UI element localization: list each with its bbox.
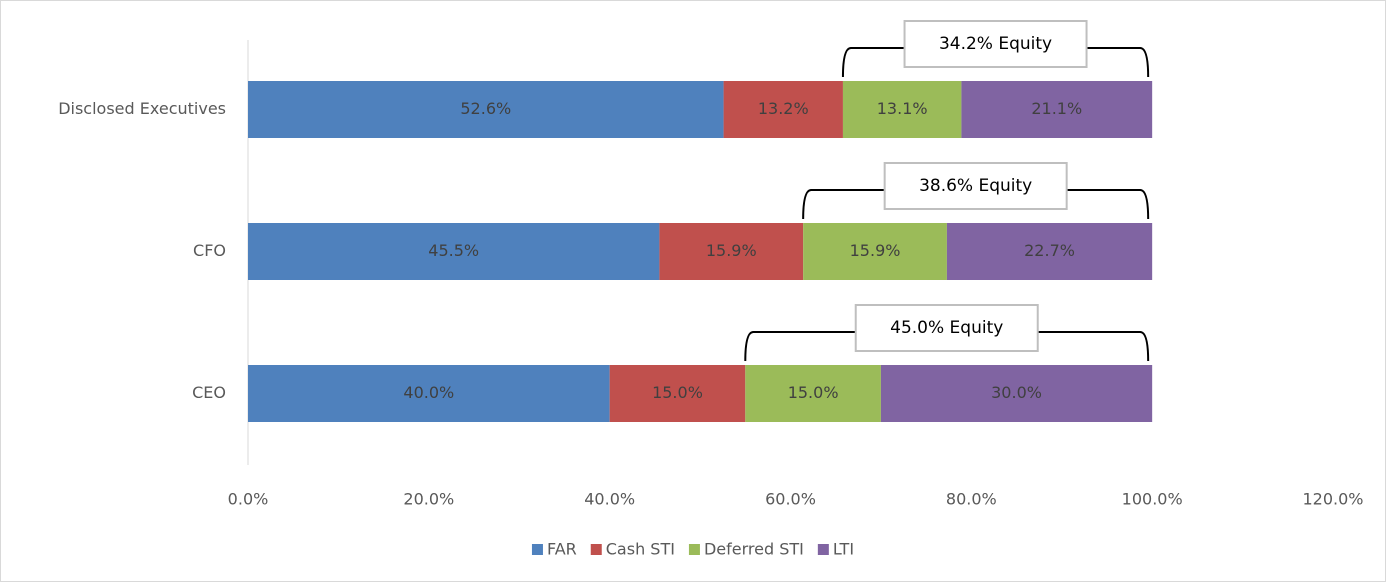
bar-segment	[803, 223, 947, 280]
bar-segment	[659, 223, 804, 280]
data-label: 15.9%	[850, 241, 901, 260]
annotation-box	[903, 20, 1088, 68]
x-tick-label: 0.0%	[228, 490, 269, 509]
legend-label: Deferred STI	[704, 540, 804, 559]
bar-segment	[961, 81, 1153, 138]
data-label: 15.0%	[788, 383, 839, 402]
annotation-box	[854, 304, 1039, 352]
annotation: 34.2% Equity	[939, 34, 1052, 54]
data-label: 45.5%	[428, 241, 479, 260]
annotation-box	[883, 162, 1068, 210]
bar-segment	[248, 223, 660, 280]
bar-segment	[880, 365, 1153, 422]
bar-segment	[946, 223, 1153, 280]
data-label: 52.6%	[460, 99, 511, 118]
legend-label: FAR	[547, 540, 577, 559]
bar-segment	[842, 81, 962, 138]
legend-label: LTI	[833, 540, 854, 559]
data-label: 21.1%	[1031, 99, 1082, 118]
bar-segment	[248, 81, 724, 138]
legend: FAR Cash STI Deferred STI LTI	[531, 540, 854, 559]
x-tick-label: 40.0%	[584, 490, 635, 509]
x-tick-label: 80.0%	[946, 490, 997, 509]
legend-swatch	[590, 544, 602, 555]
data-label: 13.2%	[758, 99, 809, 118]
x-tick-label: 120.0%	[1302, 490, 1363, 509]
data-label: 22.7%	[1024, 241, 1075, 260]
bar-segment	[609, 365, 746, 422]
data-label: 15.9%	[706, 241, 757, 260]
annotation: 45.0% Equity	[890, 318, 1003, 338]
x-tick-label: 20.0%	[403, 490, 454, 509]
data-label: 30.0%	[991, 383, 1042, 402]
y-tick-label: CFO	[193, 241, 226, 260]
y-tick-label: Disclosed Executives	[58, 99, 226, 118]
bar-segment	[723, 81, 843, 138]
legend-swatch	[688, 544, 700, 555]
data-label: 40.0%	[403, 383, 454, 402]
legend-label: Cash STI	[606, 540, 675, 559]
data-label: 15.0%	[652, 383, 703, 402]
annotation: 38.6% Equity	[919, 176, 1032, 196]
legend-swatch	[817, 544, 829, 555]
x-tick-label: 100.0%	[1122, 490, 1183, 509]
y-tick-label: CEO	[192, 383, 226, 402]
legend-swatch	[531, 544, 543, 555]
data-label: 13.1%	[877, 99, 928, 118]
x-tick-label: 60.0%	[765, 490, 816, 509]
bar-segment	[248, 365, 610, 422]
bar-segment	[745, 365, 881, 422]
